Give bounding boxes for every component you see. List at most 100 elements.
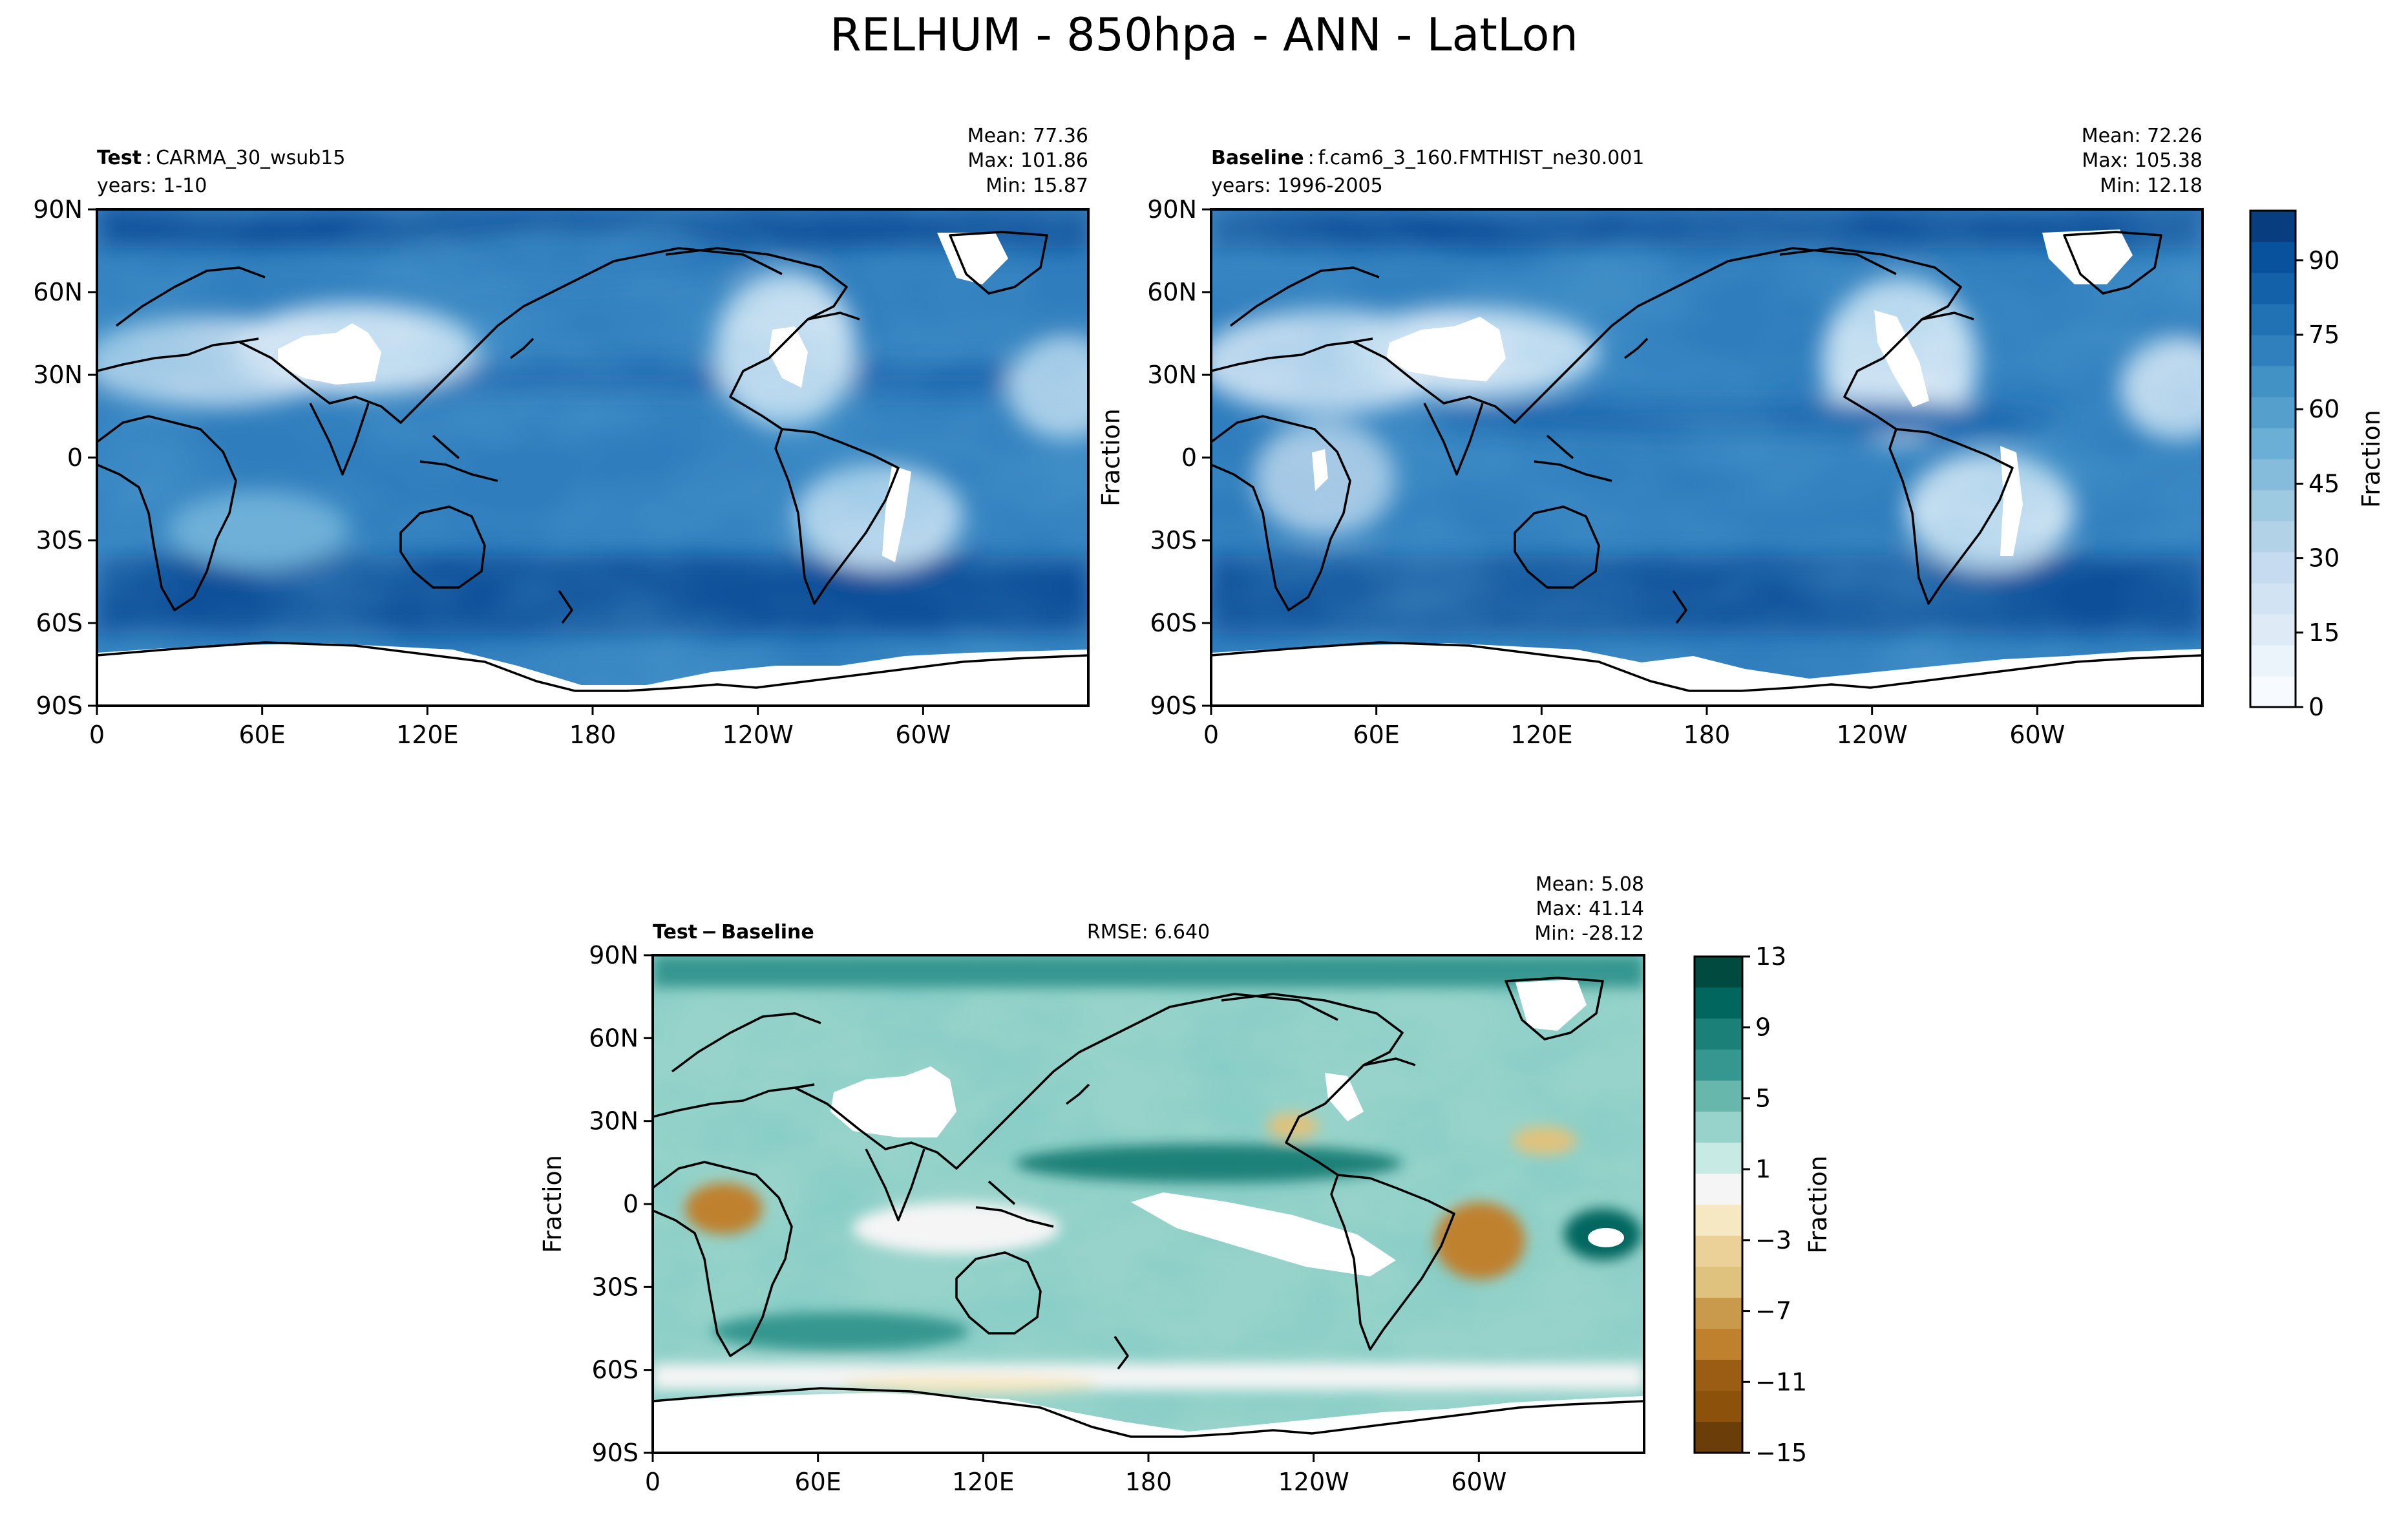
colorbar-tick-label: 13 xyxy=(1755,942,1786,971)
diff-x-axis: 0 60E 120E 180 120W 60W xyxy=(645,1453,1506,1496)
diff-rmse: RMSE: 6.640 xyxy=(1087,921,1210,944)
diff-label-test: Test xyxy=(653,921,697,944)
baseline-label-sep: : xyxy=(1308,147,1315,169)
colorbar-swatch xyxy=(1695,1174,1742,1205)
colorbar-swatch xyxy=(1695,1019,1742,1050)
colorbar-tick-label: 75 xyxy=(2308,321,2339,349)
colorbar-swatch xyxy=(1695,1143,1742,1174)
diff-map xyxy=(653,955,1644,1453)
y-tick-label: 60S xyxy=(592,1356,639,1384)
colorbar-swatch xyxy=(1695,1050,1742,1081)
x-tick-label: 0 xyxy=(89,721,105,749)
baseline-missing-areas xyxy=(1211,229,2202,706)
colorbar-tick-label: −7 xyxy=(1755,1297,1791,1326)
colorbar-swatch xyxy=(2250,490,2296,522)
y-tick-label: 90N xyxy=(1147,195,1197,224)
y-tick-label: 0 xyxy=(1181,443,1197,472)
x-tick-label: 120E xyxy=(396,721,459,749)
baseline-max: Max: 105.38 xyxy=(2082,149,2202,172)
colorbar-swatch xyxy=(1695,1391,1742,1422)
test-max: Max: 101.86 xyxy=(967,149,1088,172)
colorbar-swatch xyxy=(2250,676,2296,708)
y-tick-label: 90N xyxy=(589,941,639,969)
baseline-x-axis: 0 60E 120E 180 120W 60W xyxy=(1203,706,2065,749)
colorbar-tick-label: 15 xyxy=(2308,618,2339,647)
colorbar-swatch xyxy=(2250,366,2296,397)
colorbar-swatch xyxy=(1695,1205,1742,1236)
colorbar-swatch xyxy=(1695,1360,1742,1391)
colorbar-swatch xyxy=(2250,242,2296,273)
test-mean: Mean: 77.36 xyxy=(967,125,1088,147)
baseline-min: Min: 12.18 xyxy=(2100,174,2202,197)
y-tick-label: 30N xyxy=(33,361,83,389)
colorbar-swatch xyxy=(2250,428,2296,460)
test-y-axis: 90N 60N 30N 0 30S 60S 90S xyxy=(33,195,97,720)
x-tick-label: 0 xyxy=(645,1468,660,1496)
diff-label-minus: − xyxy=(701,921,717,944)
x-tick-label: 120E xyxy=(952,1468,1015,1496)
colorbar-tick-label: 90 xyxy=(2308,246,2339,275)
baseline-panel: Baseline: f.cam6_3_160.FMTHIST_ne30.001 y… xyxy=(1097,125,2204,749)
colorbar-swatch xyxy=(1695,1236,1742,1267)
colorbar-tick-label: 9 xyxy=(1755,1013,1771,1042)
colorbar-swatch xyxy=(2250,459,2296,491)
x-tick-label: 0 xyxy=(1203,721,1219,749)
y-tick-label: 30S xyxy=(36,526,83,555)
x-tick-label: 60E xyxy=(794,1468,841,1496)
x-tick-label: 120W xyxy=(723,721,794,749)
test-panel: Test: CARMA_30_wsub15 years: 1-10 Mean: 7… xyxy=(33,125,1090,749)
colorbar-swatch xyxy=(1695,988,1742,1019)
svg-text:Baseline:f.cam6_3_160.FMTHIST_: Baseline: f.cam6_3_160.FMTHIST_ne30.001 xyxy=(1211,147,1644,169)
x-tick-label: 60E xyxy=(1353,721,1399,749)
colorbar-swatch xyxy=(1695,1422,1742,1453)
y-tick-label: 60S xyxy=(1150,609,1197,637)
x-tick-label: 60W xyxy=(2009,721,2065,749)
test-label: Test xyxy=(97,147,142,169)
colorbar-swatch xyxy=(2250,211,2296,242)
colorbar-swatch xyxy=(1695,1081,1742,1112)
colorbar-frame xyxy=(1693,955,1744,1454)
diff-colorbar: 13 9 5 1 −3 −7 −11 −15 Fraction xyxy=(1693,942,1832,1467)
test-missing-areas xyxy=(97,233,1088,706)
baseline-y-label: Fraction xyxy=(1097,408,1125,507)
colorbar-swatch xyxy=(2250,397,2296,428)
x-tick-label: 180 xyxy=(1684,721,1731,749)
y-tick-label: 90N xyxy=(33,195,83,224)
diff-max: Max: 41.14 xyxy=(1536,898,1644,920)
colorbar-label: Fraction xyxy=(1804,1156,1832,1254)
colorbar-tick-label: 45 xyxy=(2308,469,2339,498)
diff-y-label: Fraction xyxy=(538,1155,567,1253)
colorbar-swatch xyxy=(1695,1298,1742,1329)
y-tick-label: 30N xyxy=(589,1107,639,1136)
y-tick-label: 30S xyxy=(1150,526,1197,555)
baseline-mean: Mean: 72.26 xyxy=(2082,125,2202,147)
y-tick-label: 90S xyxy=(1150,692,1197,720)
y-tick-label: 60S xyxy=(36,609,83,637)
colorbar-frame xyxy=(2249,209,2297,708)
baseline-map xyxy=(1211,209,2202,706)
colorbar-tick-label: 1 xyxy=(1755,1155,1771,1183)
test-label-sep: : xyxy=(145,147,152,169)
x-tick-label: 120W xyxy=(1278,1468,1349,1496)
y-tick-label: 0 xyxy=(623,1190,639,1218)
diff-label-baseline: Baseline xyxy=(721,921,814,944)
colorbar-swatch xyxy=(2250,304,2296,335)
baseline-case-name: f.cam6_3_160.FMTHIST_ne30.001 xyxy=(1318,147,1645,169)
x-tick-label: 120E xyxy=(1510,721,1573,749)
figure-title: RELHUM - 850hpa - ANN - LatLon xyxy=(830,8,1578,61)
colorbar-swatch xyxy=(2250,335,2296,366)
baseline-years: years: 1996-2005 xyxy=(1211,174,1383,197)
baseline-y-axis: 90N 60N 30N 0 30S 60S 90S xyxy=(1147,195,1211,720)
x-tick-label: 180 xyxy=(1125,1468,1172,1496)
test-x-axis: 0 60E 120E 180 120W 60W xyxy=(89,706,951,749)
y-tick-label: 30N xyxy=(1147,361,1197,389)
y-tick-label: 30S xyxy=(592,1273,639,1301)
colorbar-swatch xyxy=(1695,957,1742,988)
colorbar-label: Fraction xyxy=(2357,410,2385,508)
x-tick-label: 180 xyxy=(569,721,617,749)
colorbar-swatch xyxy=(1695,1112,1742,1143)
colorbar-tick-label: 30 xyxy=(2308,544,2339,573)
diff-min: Min: -28.12 xyxy=(1534,922,1644,945)
diff-mean: Mean: 5.08 xyxy=(1536,873,1644,896)
y-tick-label: 60N xyxy=(1147,278,1197,306)
